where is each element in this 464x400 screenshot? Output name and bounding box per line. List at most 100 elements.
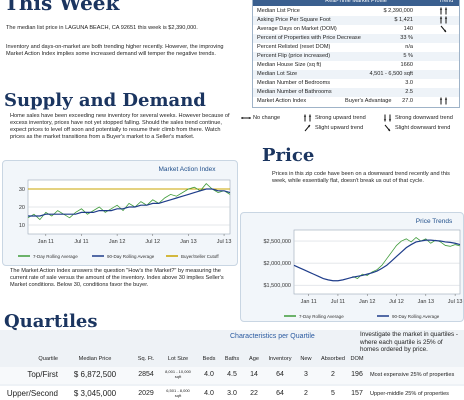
chart-title: Market Action Index	[158, 166, 216, 173]
column-header: Inventory	[268, 356, 292, 362]
y-tick-label: $2,000,000	[263, 261, 291, 267]
chart: Price Trends $1,500,000 $2,000,000 $2,500,0…	[263, 218, 463, 319]
x-tick-label: Jul 12	[389, 299, 404, 305]
trend-icon	[383, 114, 392, 122]
row-band	[253, 16, 459, 25]
median-price: $ 3,045,000	[73, 389, 117, 398]
trend-icon	[304, 124, 311, 132]
paragraph: The median list price in LAGUNA BEACH, C…	[6, 25, 198, 31]
row-band	[253, 88, 459, 97]
series-line	[28, 188, 231, 217]
cell-value: 14	[250, 371, 258, 378]
trend-icon	[439, 7, 448, 15]
arrow-head	[439, 97, 443, 100]
row-description: Most expensive 25% of properties	[370, 372, 455, 378]
row-label: Market Action Index	[257, 98, 307, 104]
cell-value: 157	[351, 390, 363, 397]
arrow-head	[383, 119, 387, 122]
quartile-name: Upper/Second	[6, 389, 58, 398]
cell-value: 3.0	[227, 390, 237, 397]
legend-label: Strong downward trend	[395, 115, 453, 121]
lot-size: 6,501 - 8,000 sqft	[166, 388, 190, 398]
series-line	[27, 183, 231, 221]
legend-label: Strong upward trend	[315, 115, 366, 121]
arrow-head	[241, 116, 244, 120]
cell-value: 4.0	[204, 371, 214, 378]
cell-value: 2	[331, 371, 335, 378]
row-band	[253, 34, 459, 43]
market-profile-table: Real-Time Market Profile Trend Median List…	[252, 0, 460, 108]
row-band	[253, 70, 459, 79]
legend-label: 7-Day Rolling Average	[299, 314, 344, 319]
y-tick-label: 20	[19, 205, 25, 211]
x-tick-label: Jul 13	[448, 299, 463, 305]
arrow-head	[308, 114, 312, 117]
arrow-head	[388, 119, 392, 122]
cell-value: 64	[276, 371, 284, 378]
legend-label: 90-Day Rolling Average	[392, 314, 440, 319]
row-label: Asking Price Per Square Foot	[257, 17, 331, 23]
paragraph: Investigate the market in quartiles - wh…	[360, 331, 458, 354]
row-label: Median Lot Size	[257, 71, 298, 77]
arrow-head	[387, 128, 390, 131]
cell-value: 5	[331, 390, 335, 397]
row-value: 140	[403, 26, 413, 32]
row-value: 4,501 - 6,500 sqft	[369, 71, 413, 77]
row-label: Median House Size (sq ft)	[257, 62, 322, 68]
cell-value: 64	[276, 390, 284, 397]
row-value: 2.5	[405, 89, 413, 95]
trend-icon	[439, 16, 448, 24]
arrow-head	[303, 114, 307, 117]
column-header: Beds	[202, 356, 216, 362]
trend-icon	[303, 114, 312, 122]
median-price: $ 6,872,500	[73, 370, 117, 379]
column-header: Quartile	[38, 356, 58, 362]
row-band	[0, 386, 464, 400]
heading: Quartiles	[4, 311, 98, 332]
cell-value: 3	[304, 371, 308, 378]
row-value: 1660	[400, 62, 413, 68]
x-tick-label: Jan 12	[359, 299, 376, 305]
row-value: $ 2,390,000	[383, 8, 413, 14]
column-header: Median Price	[78, 356, 112, 362]
heading: This Week	[4, 0, 120, 15]
cell-value: 2854	[138, 371, 154, 378]
column-header: Absorbed	[321, 356, 345, 362]
x-tick-label: Jul 11	[74, 239, 88, 245]
x-tick-label: Jul 13	[217, 239, 232, 245]
plot-area	[293, 229, 461, 295]
paragraph: Prices in this zip code have been on a d…	[272, 171, 450, 184]
column-header: New	[300, 356, 312, 362]
legend-label: No change	[253, 115, 281, 121]
row-band	[0, 367, 464, 384]
arrow-head	[443, 29, 446, 32]
arrow-head	[444, 97, 448, 100]
cell-value: 2	[304, 390, 308, 397]
row-label: Percent Relisted (reset DOM)	[257, 44, 331, 50]
x-tick-label: Jan 11	[38, 239, 54, 245]
column-header: Lot Size	[167, 356, 189, 362]
column-header: Baths	[224, 356, 240, 362]
paragraph: Inventory and days-on-market are both tr…	[6, 44, 224, 57]
row-band	[253, 52, 459, 61]
table-title: Real-Time Market Profile	[253, 0, 459, 6]
arrow-head	[307, 125, 310, 128]
x-tick-label: Jul 12	[145, 239, 160, 245]
legend-label: 7-Day Rolling Average	[33, 254, 78, 259]
legend-label: Buyer/Seller Cutoff	[181, 254, 219, 259]
column-header: DOM	[350, 356, 364, 362]
legend-label: 90-Day Rolling Average	[107, 254, 155, 259]
y-tick-label: 30	[19, 187, 25, 193]
column-header: Sq. Ft.	[137, 356, 155, 362]
cell-value: 4.5	[227, 371, 237, 378]
heading: Supply and Demand	[4, 90, 206, 111]
paragraph: The Market Action Index answers the ques…	[10, 268, 224, 288]
arrow-head	[248, 116, 251, 120]
trend-icon	[439, 97, 448, 105]
chart: Market Action Index 10 20 30 Jan 11 Jul 11 Jan…	[18, 166, 232, 259]
legend-label: Slight upward trend	[315, 125, 364, 131]
arrow-head	[444, 7, 448, 10]
row-label: Median Number of Bedrooms	[257, 80, 331, 86]
x-tick-label: Jul 11	[331, 299, 345, 305]
subtitle: Characteristics per Quartile	[230, 333, 315, 340]
